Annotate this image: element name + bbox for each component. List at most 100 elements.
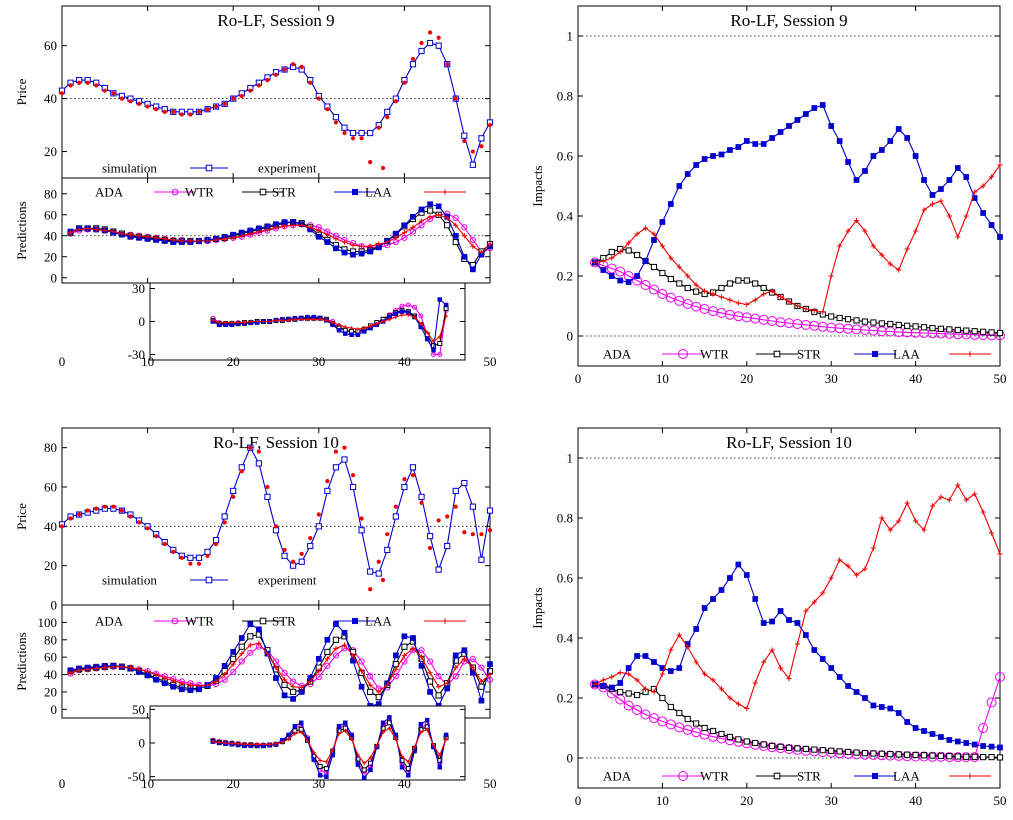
legend-marker [442, 189, 448, 195]
data-point [385, 115, 390, 120]
data-point [851, 324, 862, 335]
y-axis-label: Price [14, 78, 29, 105]
data-point [145, 234, 151, 240]
data-point [341, 249, 348, 256]
data-point [828, 575, 834, 581]
data-point [281, 223, 288, 229]
y-tick-label: 0.8 [557, 511, 573, 526]
data-point [470, 266, 476, 273]
data-point [374, 321, 379, 326]
legend-marker [678, 349, 688, 359]
data-point [427, 545, 433, 551]
legend-label: simulation [102, 161, 157, 176]
y-tick-label: 40 [44, 228, 57, 243]
data-point [870, 545, 876, 551]
data-point [836, 748, 843, 755]
data-point [272, 658, 280, 665]
data-point [212, 537, 220, 544]
data-point [76, 667, 82, 673]
legend-label: experiment [258, 573, 317, 588]
data-point [286, 318, 291, 323]
data-point [418, 313, 424, 319]
data-point [368, 323, 373, 328]
data-point [384, 239, 390, 245]
data-point [381, 730, 386, 735]
data-point [811, 105, 818, 111]
data-point [436, 684, 442, 690]
data-point [861, 318, 869, 325]
data-point [68, 516, 73, 521]
data-point [341, 124, 348, 131]
data-point [659, 694, 666, 702]
data-point [461, 132, 468, 139]
data-point [676, 709, 683, 717]
data-point [299, 317, 304, 322]
chart-title: Ro-LF, Session 10 [213, 433, 339, 452]
data-point [634, 677, 640, 683]
data-point [406, 312, 411, 317]
data-point [642, 258, 649, 264]
data-point [336, 723, 342, 729]
data-point [67, 230, 74, 236]
data-point [887, 705, 894, 712]
data-point [811, 307, 817, 314]
data-point [93, 226, 99, 233]
data-point [119, 96, 125, 101]
y-axis-label: Impacts [530, 165, 545, 206]
data-point [316, 227, 322, 234]
data-point [437, 334, 442, 339]
data-point [367, 129, 374, 137]
data-point [367, 568, 374, 575]
data-point [171, 549, 176, 555]
data-point [743, 277, 750, 284]
data-point [600, 258, 606, 264]
data-point [469, 655, 476, 662]
x-tick-label: 40 [398, 354, 411, 369]
data-point [230, 661, 236, 667]
data-point [453, 664, 459, 671]
data-point [487, 661, 493, 667]
data-point [436, 35, 441, 40]
y-tick-label: 20 [44, 144, 57, 159]
y-tick-label: 60 [44, 650, 57, 665]
data-point [718, 284, 725, 292]
data-point [988, 530, 995, 536]
data-point [238, 643, 245, 650]
legend-label: LAA [365, 185, 392, 200]
data-point [401, 222, 408, 229]
data-point [299, 222, 305, 228]
data-point [834, 323, 845, 334]
data-point [247, 621, 254, 627]
data-point [980, 509, 986, 515]
data-point [769, 288, 775, 294]
data-point [444, 542, 451, 550]
data-point [196, 561, 202, 566]
data-point [676, 665, 683, 671]
x-tick-label: 30 [312, 776, 325, 791]
data-point [443, 732, 449, 738]
data-point [453, 222, 459, 228]
data-point [418, 647, 425, 654]
x-tick-label: 20 [740, 371, 753, 386]
data-point [946, 177, 953, 183]
data-point [617, 680, 624, 686]
data-point [929, 192, 936, 198]
y-tick-label: -50 [128, 769, 145, 784]
data-point [608, 273, 615, 279]
plot-frame [149, 282, 466, 361]
data-point [229, 320, 234, 325]
data-point [862, 566, 868, 572]
data-point [211, 318, 215, 323]
data-point [702, 288, 708, 294]
data-point [333, 120, 339, 125]
data-point [68, 83, 73, 88]
data-point [355, 327, 360, 332]
data-point [343, 728, 348, 733]
data-point [393, 315, 398, 320]
data-point [393, 235, 399, 241]
data-point [264, 226, 271, 233]
data-point [315, 233, 322, 240]
legend-label: WTR [700, 347, 729, 362]
data-point [136, 101, 142, 107]
data-point [350, 652, 356, 659]
